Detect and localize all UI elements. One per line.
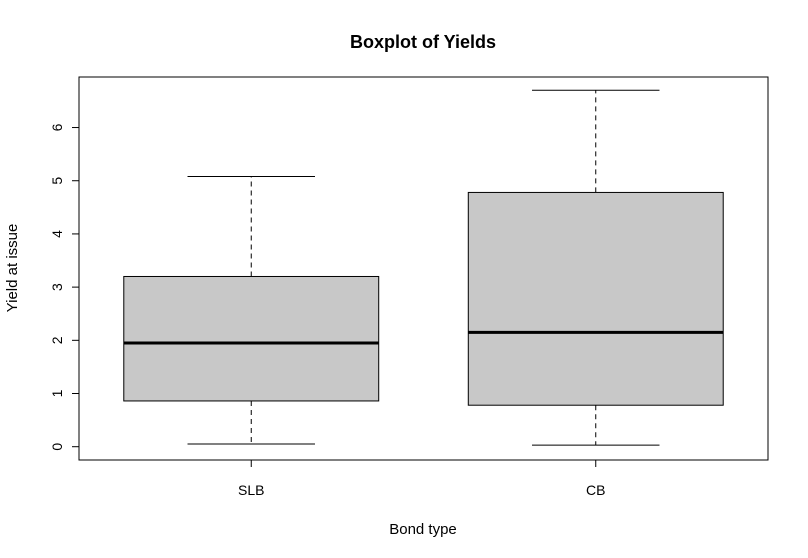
box-cb [467,89,724,446]
x-tick-label: CB [586,482,605,498]
boxes-group [123,89,724,446]
iqr-box [467,191,724,406]
y-tick-label: 1 [49,389,65,397]
x-axis-label: Bond type [389,521,457,538]
y-axis-label: Yield at issue [4,224,21,313]
y-tick-label: 4 [49,230,65,238]
y-tick-label: 0 [49,443,65,451]
y-axis: 0 1 2 3 4 5 6 [49,123,80,451]
box-slb [123,175,380,445]
y-tick-label: 5 [49,177,65,185]
y-tick-label: 2 [49,336,65,344]
chart-title: Boxplot of Yields [350,32,496,52]
iqr-box [123,275,380,402]
y-tick-label: 3 [49,283,65,291]
x-tick-label: SLB [238,482,264,498]
y-tick-label: 6 [49,123,65,131]
x-axis: SLB CB [238,459,605,498]
